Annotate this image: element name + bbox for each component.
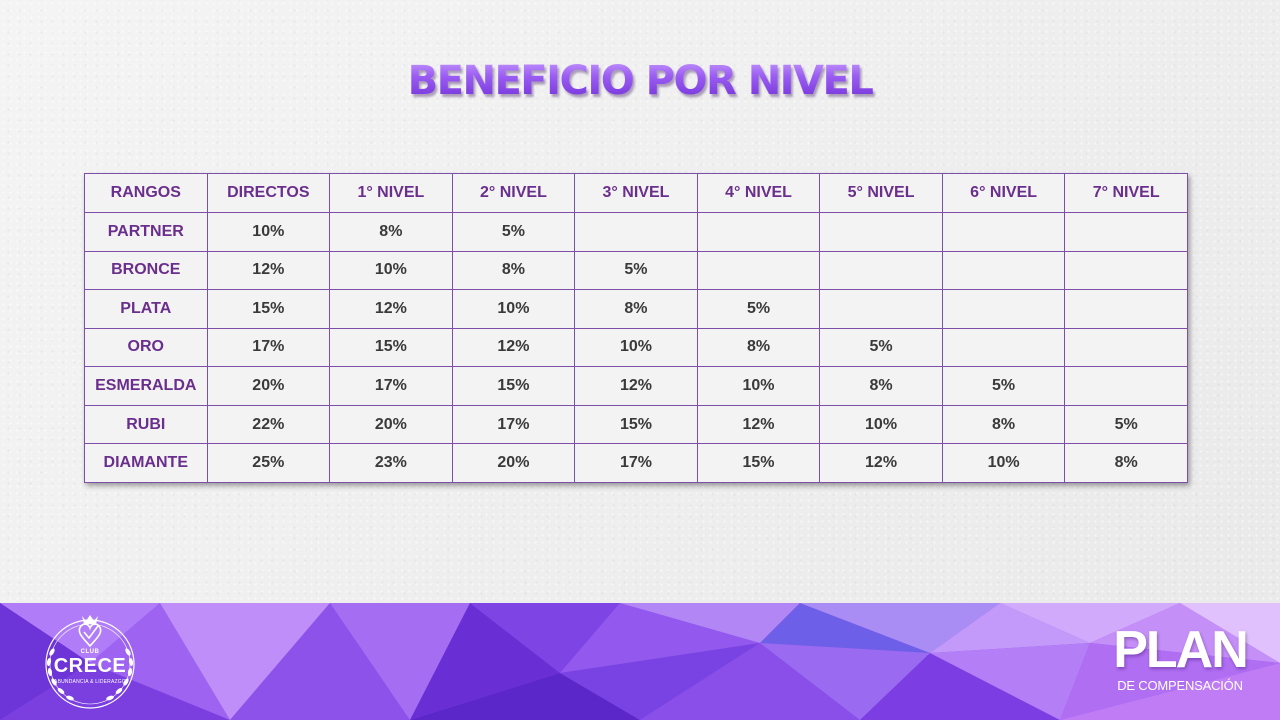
table-cell [696,250,821,291]
table-cell: 10% [941,443,1066,483]
table-cell: 17% [574,443,698,483]
table-cell: 8% [819,366,943,406]
table-row: RUBI 22% 20% 17% 15% 12% 10% 8% 5% [84,404,1188,445]
table-cell: 20% [329,404,453,445]
table-cell: 5% [451,212,576,252]
table-cell: 12% [206,250,331,291]
table-cell: 12% [696,404,821,445]
table-cell: 10% [819,404,943,445]
table-cell: 10% [451,289,576,329]
table-cell [941,289,1066,329]
table-cell: 5% [941,366,1066,406]
table-cell: 8% [574,289,698,329]
table-header-row: RANGOS DIRECTOS 1° NIVEL 2° NIVEL 3° NIV… [84,173,1188,213]
table-cell: 8% [941,404,1066,445]
table-cell: 25% [206,443,331,483]
club-crece-logo: CLUB CRECE ABUNDANCIA & LIDERAZGO [36,608,144,714]
table-cell: 22% [206,404,331,445]
table-row: BRONCE 12% 10% 8% 5% [84,250,1188,291]
table-cell: 5% [1064,404,1188,445]
table-cell: 17% [329,366,453,406]
table-row: PLATA 15% 12% 10% 8% 5% [84,289,1188,329]
column-header: 1° NIVEL [329,173,453,213]
column-header: RANGOS [84,173,208,213]
table-cell: 12% [819,443,943,483]
plan-subtitle: DE COMPENSACIÓN [1117,678,1243,693]
rank-cell: ORO [84,327,208,368]
table-cell: 8% [696,327,821,368]
table-cell: 20% [451,443,576,483]
table-cell: 8% [1064,443,1188,483]
benefit-table: RANGOS DIRECTOS 1° NIVEL 2° NIVEL 3° NIV… [84,173,1188,483]
table-cell: 10% [574,327,698,368]
table-cell [819,212,943,252]
column-header: 6° NIVEL [941,173,1066,213]
logo-name-text: CRECE [53,655,127,677]
table-cell [1064,212,1188,252]
table-cell [1064,289,1188,329]
table-cell: 12% [574,366,698,406]
column-header: 5° NIVEL [819,173,943,213]
table-cell: 17% [451,404,576,445]
column-header: 7° NIVEL [1064,173,1188,213]
table-cell: 23% [329,443,453,483]
table-cell: 10% [696,366,821,406]
table-cell: 8% [451,250,576,291]
table-cell: 10% [206,212,331,252]
table-cell: 10% [329,250,453,291]
table-cell: 15% [574,404,698,445]
table-cell [819,250,943,291]
rank-cell: PLATA [84,289,208,329]
rank-cell: BRONCE [84,250,208,291]
table-cell [941,212,1066,252]
table-cell [941,250,1066,291]
footer-banner [0,603,1280,720]
benefit-table-container: RANGOS DIRECTOS 1° NIVEL 2° NIVEL 3° NIV… [84,173,1188,483]
table-cell: 17% [206,327,331,368]
column-header: 3° NIVEL [574,173,698,213]
plan-heading: PLAN [1113,621,1249,679]
logo-club-text: CLUB [80,649,100,655]
page-title: BENEFICIO POR NIVEL [0,58,1280,104]
table-row: ORO 17% 15% 12% 10% 8% 5% [84,327,1188,368]
logo-tagline-text: ABUNDANCIA & LIDERAZGO [54,679,126,685]
rank-cell: PARTNER [84,212,208,252]
table-cell [696,212,821,252]
table-cell: 5% [819,327,943,368]
table-cell [1064,250,1188,291]
table-row: DIAMANTE 25% 23% 20% 17% 15% 12% 10% 8% [84,443,1188,483]
table-cell: 20% [206,366,331,406]
table-cell: 15% [206,289,331,329]
table-cell [819,289,943,329]
column-header: 2° NIVEL [451,173,576,213]
table-cell [941,327,1066,368]
table-cell: 15% [451,366,576,406]
table-cell [1064,327,1188,368]
table-row: ESMERALDA 20% 17% 15% 12% 10% 8% 5% [84,366,1188,406]
table-cell: 8% [329,212,453,252]
table-cell [1064,366,1188,406]
table-cell [574,212,698,252]
table-cell: 12% [451,327,576,368]
table-cell: 5% [574,250,698,291]
rank-cell: ESMERALDA [84,366,208,406]
laurel-wreath-heart-icon [45,615,135,709]
rank-cell: DIAMANTE [84,443,208,483]
table-row: PARTNER 10% 8% 5% [84,212,1188,252]
column-header: 4° NIVEL [696,173,821,213]
rank-cell: RUBI [84,404,208,445]
table-cell: 15% [696,443,821,483]
table-cell: 5% [696,289,821,329]
table-cell: 15% [329,327,453,368]
column-header: DIRECTOS [206,173,331,213]
table-cell: 12% [329,289,453,329]
polygon-background [0,603,1280,720]
